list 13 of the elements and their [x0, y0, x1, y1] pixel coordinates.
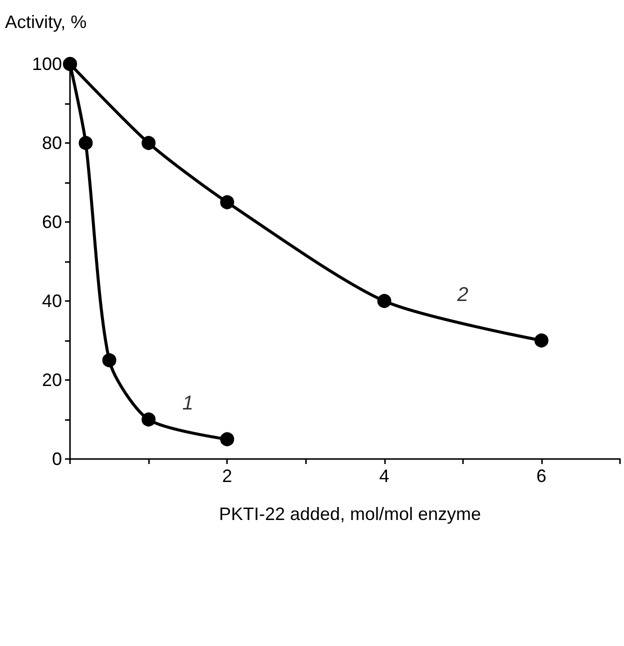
y-tick-label: 60 [42, 212, 62, 232]
x-tick-label: 2 [222, 466, 232, 486]
x-axis-title: PKTI-22 added, mol/mol enzyme [218, 504, 482, 524]
x-tick-label: 6 [536, 466, 546, 486]
y-tick-label: 100 [32, 54, 62, 74]
x-tick-label: 4 [379, 466, 390, 486]
series-label: 2 [456, 284, 468, 306]
y-tick-label: 20 [42, 370, 62, 390]
series-label: 1 [182, 392, 194, 414]
y-tick-label: 40 [42, 291, 62, 311]
y-tick-label: 0 [52, 449, 62, 469]
y-tick-label: 80 [42, 133, 62, 153]
y-axis-title: Activity, % [5, 12, 87, 32]
